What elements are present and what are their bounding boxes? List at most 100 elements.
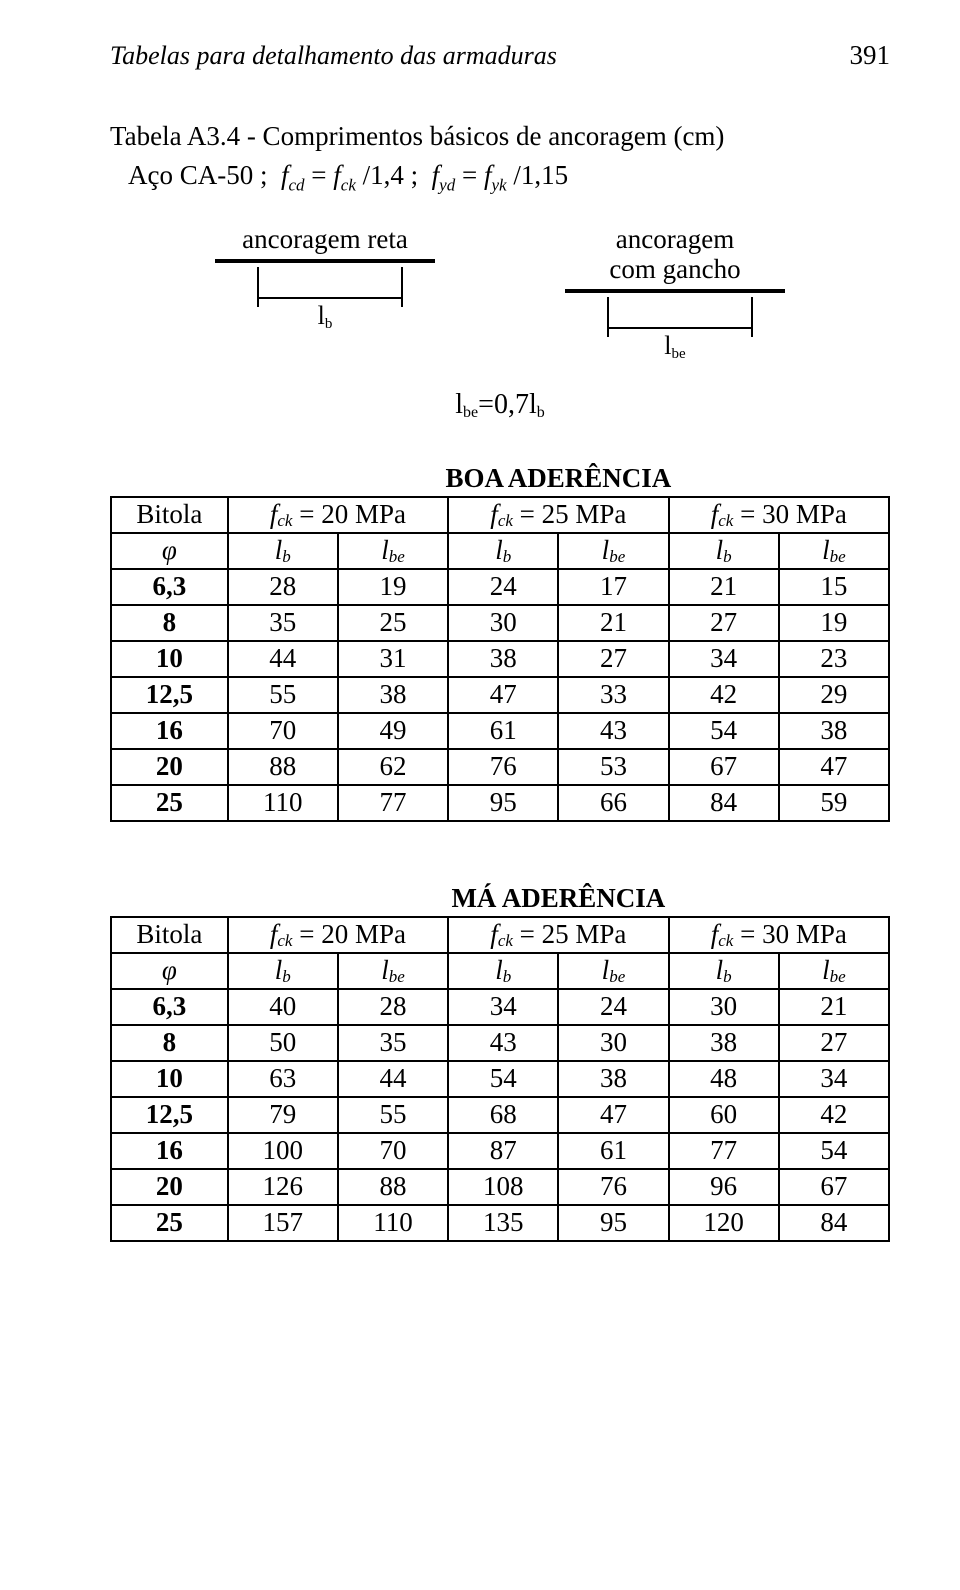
value-cell: 61 [448, 713, 558, 749]
table-title: BOA ADERÊNCIA [228, 462, 889, 497]
value-cell: 77 [669, 1133, 779, 1169]
value-cell: 79 [228, 1097, 338, 1133]
value-cell: 17 [558, 569, 668, 605]
anchor-diagrams: ancoragem reta lb ancoragem com gancho [110, 225, 890, 378]
value-cell: 27 [669, 605, 779, 641]
value-cell: 43 [448, 1025, 558, 1061]
value-cell: 108 [448, 1169, 558, 1205]
value-cell: 25 [338, 605, 448, 641]
col-header: lb [228, 533, 338, 569]
col-header: lbe [779, 533, 889, 569]
value-cell: 47 [448, 677, 558, 713]
value-cell: 38 [779, 713, 889, 749]
value-cell: 31 [338, 641, 448, 677]
value-cell: 30 [669, 989, 779, 1025]
anchor-right-label-1: ancoragem [616, 224, 734, 254]
value-cell: 34 [448, 989, 558, 1025]
value-cell: 35 [228, 605, 338, 641]
value-cell: 54 [669, 713, 779, 749]
bitola-cell: 20 [111, 1169, 228, 1205]
value-cell: 76 [448, 749, 558, 785]
fck-header: fck = 25 MPa [448, 917, 668, 953]
value-cell: 24 [448, 569, 558, 605]
col-header: lbe [558, 953, 668, 989]
value-cell: 66 [558, 785, 668, 821]
anchor-right: ancoragem com gancho lbe [565, 225, 785, 378]
col-header: lb [669, 533, 779, 569]
col-header: lbe [338, 953, 448, 989]
value-cell: 70 [338, 1133, 448, 1169]
value-cell: 24 [558, 989, 668, 1025]
value-cell: 40 [228, 989, 338, 1025]
value-cell: 59 [779, 785, 889, 821]
anchor-right-label-2: com gancho [609, 254, 740, 284]
header-title: Tabelas para detalhamento das armaduras [110, 41, 557, 71]
tables-container: BOA ADERÊNCIABitolafck = 20 MPafck = 25 … [110, 462, 890, 1242]
fck-header: fck = 20 MPa [228, 917, 448, 953]
value-cell: 33 [558, 677, 668, 713]
bitola-label: Bitola [111, 917, 228, 953]
fck-header: fck = 25 MPa [448, 497, 668, 533]
value-cell: 43 [558, 713, 668, 749]
value-cell: 88 [228, 749, 338, 785]
value-cell: 95 [448, 785, 558, 821]
value-cell: 54 [779, 1133, 889, 1169]
value-cell: 38 [338, 677, 448, 713]
anchor-left-label: ancoragem reta [242, 225, 408, 255]
value-cell: 96 [669, 1169, 779, 1205]
value-cell: 30 [558, 1025, 668, 1061]
col-header: lbe [779, 953, 889, 989]
value-cell: 34 [669, 641, 779, 677]
value-cell: 68 [448, 1097, 558, 1133]
bitola-cell: 25 [111, 785, 228, 821]
value-cell: 47 [558, 1097, 668, 1133]
value-cell: 135 [448, 1205, 558, 1241]
table-title: MÁ ADERÊNCIA [228, 882, 889, 917]
value-cell: 27 [779, 1025, 889, 1061]
value-cell: 42 [779, 1097, 889, 1133]
value-cell: 55 [228, 677, 338, 713]
anchor-left: ancoragem reta lb [215, 225, 435, 378]
value-cell: 67 [779, 1169, 889, 1205]
value-cell: 87 [448, 1133, 558, 1169]
phi-header: φ [111, 533, 228, 569]
value-cell: 88 [338, 1169, 448, 1205]
col-header: lb [448, 533, 558, 569]
value-cell: 84 [669, 785, 779, 821]
value-cell: 48 [669, 1061, 779, 1097]
col-header: lbe [558, 533, 668, 569]
table-ma: MÁ ADERÊNCIABitolafck = 20 MPafck = 25 M… [110, 882, 890, 1242]
table-caption: Tabela A3.4 - Comprimentos básicos de an… [110, 121, 890, 152]
bitola-cell: 10 [111, 641, 228, 677]
bitola-cell: 12,5 [111, 1097, 228, 1133]
value-cell: 100 [228, 1133, 338, 1169]
bitola-cell: 25 [111, 1205, 228, 1241]
value-cell: 44 [338, 1061, 448, 1097]
value-cell: 35 [338, 1025, 448, 1061]
value-cell: 19 [779, 605, 889, 641]
col-header: lbe [338, 533, 448, 569]
bitola-cell: 8 [111, 1025, 228, 1061]
value-cell: 55 [338, 1097, 448, 1133]
value-cell: 47 [779, 749, 889, 785]
fck-header: fck = 20 MPa [228, 497, 448, 533]
value-cell: 110 [228, 785, 338, 821]
value-cell: 70 [228, 713, 338, 749]
value-cell: 53 [558, 749, 668, 785]
value-cell: 29 [779, 677, 889, 713]
phi-header: φ [111, 953, 228, 989]
value-cell: 42 [669, 677, 779, 713]
bitola-cell: 16 [111, 713, 228, 749]
bitola-cell: 6,3 [111, 989, 228, 1025]
value-cell: 34 [779, 1061, 889, 1097]
value-cell: 44 [228, 641, 338, 677]
bitola-cell: 16 [111, 1133, 228, 1169]
value-cell: 95 [558, 1205, 668, 1241]
value-cell: 50 [228, 1025, 338, 1061]
value-cell: 28 [338, 989, 448, 1025]
page-number: 391 [850, 40, 891, 71]
value-cell: 63 [228, 1061, 338, 1097]
value-cell: 21 [779, 989, 889, 1025]
bitola-cell: 20 [111, 749, 228, 785]
value-cell: 54 [448, 1061, 558, 1097]
